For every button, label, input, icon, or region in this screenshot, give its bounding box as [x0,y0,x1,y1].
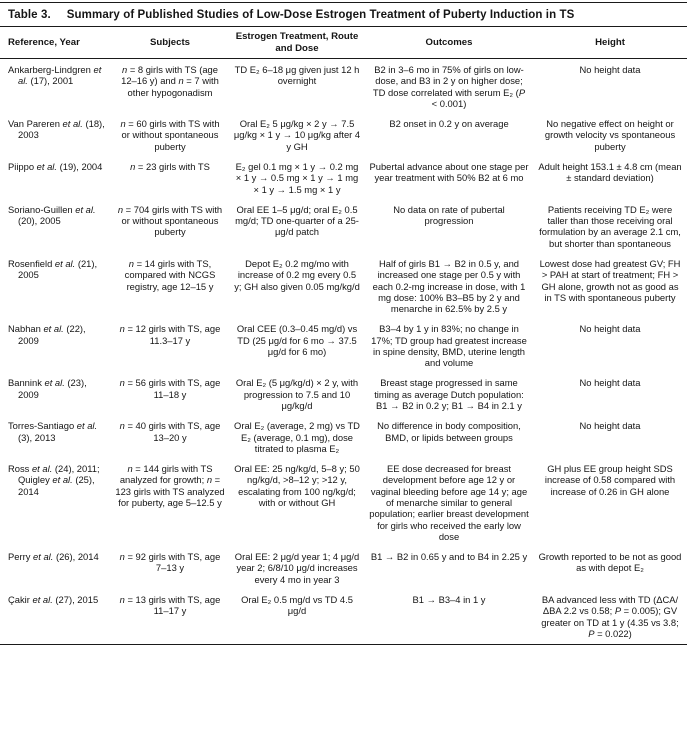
treatment-cell: Oral E₂ 0.5 mg/d vs TD 4.5 μg/d [241,593,353,617]
table-row: Rosenfield et al. (21), 2005 n = 14 girl… [0,254,687,319]
height-cell: GH plus EE group height SDS increase of … [544,463,676,497]
subjects-cell: n = 40 girls with TS, age 13–20 y [119,420,221,443]
subjects-cell: n = 144 girls with TS analyzed for growt… [115,463,225,508]
table-3-figure: Table 3. Summary of Published Studies of … [0,2,687,645]
treatment-cell: Oral E₂ (5 μg/kg/d) × 2 y, with progress… [235,377,359,412]
treatment-cell: Oral EE: 25 ng/kg/d, 5–8 y; 50 ng/kg/d, … [234,463,360,508]
table-row: Soriano-Guillen et al. (20), 2005 n = 70… [0,200,687,254]
table-row: Ross et al. (24), 2011; Quigley et al. (… [0,459,687,547]
treatment-cell: Oral E₂ 5 μg/kg × 2 y → 7.5 μg/kg × 1 y … [233,118,361,152]
reference-cell: Van Pareren et al. (18), 2003 [8,118,105,141]
subjects-cell: n = 56 girls with TS, age 11–18 y [119,377,221,400]
header-row: Reference, Year Subjects Estrogen Treatm… [0,26,687,59]
subjects-cell: n = 92 girls with TS, age 7–13 y [119,551,221,574]
table-row: Van Pareren et al. (18), 2003 n = 60 gir… [0,114,687,157]
outcomes-cell: Breast stage progressed in same timing a… [374,377,524,412]
treatment-cell: E₂ gel 0.1 mg × 1 y → 0.2 mg × 1 y → 0.5… [235,160,359,195]
treatment-cell: Oral EE: 2 μg/d year 1; 4 μg/d year 2; 6… [234,551,360,585]
treatment-cell: TD E₂ 6–18 μg given just 12 h overnight [234,64,360,87]
reference-cell: Piippo et al. (19), 2004 [8,160,103,172]
outcomes-cell: Half of girls B1 → B2 in 0.5 y, and incr… [372,257,526,315]
height-cell: Patients receiving TD E₂ were taller tha… [539,203,681,249]
outcomes-cell: B1 → B3–4 in 1 y [412,593,486,605]
reference-cell: Nabhan et al. (22), 2009 [8,323,86,346]
outcomes-cell: No data on rate of pubertal progression [393,203,505,227]
reference-cell: Perry et al. (26), 2014 [8,551,99,563]
subjects-cell: n = 704 girls with TS with or without sp… [117,203,223,238]
table-row: Piippo et al. (19), 2004 n = 23 girls wi… [0,157,687,200]
treatment-cell: Depot E₂ 0.2 mg/mo with increase of 0.2 … [234,257,360,292]
subjects-cell: n = 13 girls with TS, age 11–17 y [119,593,221,617]
table-row: Bannink et al. (23), 2009 n = 56 girls w… [0,373,687,416]
height-cell: Adult height 153.1 ± 4.8 cm (mean ± stan… [538,160,682,184]
column-header-reference-year: Reference, Year [0,26,111,59]
table-row: Torres-Santiago et al. (3), 2013 n = 40 … [0,416,687,459]
column-header-outcomes: Outcomes [365,26,533,59]
outcomes-cell: No difference in body composition, BMD, … [377,420,521,443]
height-cell: No height data [579,420,641,432]
table-row: Nabhan et al. (22), 2009 n = 12 girls wi… [0,319,687,373]
column-header-height: Height [533,26,687,59]
column-header-estrogen-treatment: Estrogen Treatment, Route and Dose [229,26,365,59]
outcomes-cell: B1 → B2 in 0.65 y and to B4 in 2.25 y [370,551,528,563]
column-header-subjects: Subjects [111,26,229,59]
outcomes-cell: B3–4 by 1 y in 83%; no change in 17%; TD… [371,323,527,369]
reference-cell: Çakir et al. (27), 2015 [8,593,99,605]
subjects-cell: n = 23 girls with TS [130,160,210,172]
table-title: Summary of Published Studies of Low-Dose… [66,9,575,21]
height-cell: No negative effect on height or growth v… [544,118,676,152]
outcomes-cell: EE dose decreased for breast development… [369,463,529,542]
height-cell: No height data [579,64,641,75]
subjects-cell: n = 14 girls with TS, compared with NCGS… [124,257,216,292]
table-row: Çakir et al. (27), 2015 n = 13 girls wit… [0,590,687,645]
table-row: Ankarberg-Lindgren et al. (17), 2001 n =… [0,59,687,115]
height-cell: No height data [579,323,641,335]
subjects-cell: n = 60 girls with TS with or without spo… [120,118,220,152]
subjects-cell: n = 12 girls with TS, age 11.3–17 y [119,323,221,346]
outcomes-cell: Pubertal advance about one stage per yea… [369,160,529,184]
height-cell: Growth reported to be not as good as wit… [538,551,682,574]
treatment-cell: Oral EE 1–5 μg/d; oral E₂ 0.5 mg/d; TD o… [235,203,359,238]
height-cell: No height data [579,377,641,389]
outcomes-cell: B2 onset in 0.2 y on average [389,118,509,130]
reference-cell: Ross et al. (24), 2011; Quigley et al. (… [8,463,100,497]
reference-cell: Bannink et al. (23), 2009 [8,377,87,400]
height-cell: BA advanced less with TD (ΔCA/ΔBA 2.2 vs… [541,593,679,639]
studies-table: Reference, Year Subjects Estrogen Treatm… [0,26,687,645]
treatment-cell: Oral CEE (0.3–0.45 mg/d) vs TD (25 μg/d … [236,323,358,357]
reference-cell: Ankarberg-Lindgren et al. (17), 2001 [8,64,102,87]
reference-cell: Torres-Santiago et al. (3), 2013 [8,420,98,443]
table-row: Perry et al. (26), 2014 n = 92 girls wit… [0,547,687,590]
table-caption: Table 3. Summary of Published Studies of … [0,3,687,26]
treatment-cell: Oral E₂ (average, 2 mg) vs TD E₂ (averag… [234,420,360,454]
table-label: Table 3. [8,9,51,21]
reference-cell: Soriano-Guillen et al. (20), 2005 [8,203,96,227]
height-cell: Lowest dose had greatest GV; FH > PAH at… [539,257,681,303]
reference-cell: Rosenfield et al. (21), 2005 [8,257,98,281]
subjects-cell: n = 8 girls with TS (age 12–16 y) and n … [121,64,219,98]
outcomes-cell: B2 in 3–6 mo in 75% of girls on low-dose… [372,64,526,109]
